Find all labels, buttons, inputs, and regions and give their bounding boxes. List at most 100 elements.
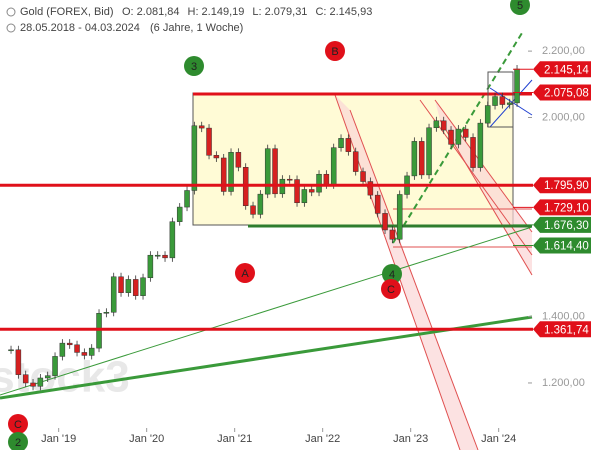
candle <box>257 193 264 215</box>
x-tick-label: Jan '20 <box>129 433 164 445</box>
ohlc-label: C: 2.145,93 <box>315 6 372 18</box>
x-tick-label: Jan '24 <box>481 433 516 445</box>
candle <box>484 105 491 124</box>
candle <box>15 349 22 375</box>
marker-label: 3 <box>191 61 197 73</box>
candle <box>110 276 117 313</box>
box <box>487 71 514 128</box>
period: (6 Jahre, 1 Woche) <box>150 22 243 34</box>
candle <box>250 205 256 215</box>
marker-label: 2 <box>15 437 21 449</box>
marker <box>325 41 345 61</box>
y-tick-label: 1.200,00 <box>542 377 585 389</box>
candle <box>22 374 29 384</box>
candle <box>367 181 374 196</box>
candle <box>140 277 146 296</box>
candle <box>411 141 418 177</box>
candle <box>52 356 58 376</box>
level-label: 1.614,40 <box>544 240 589 252</box>
candle <box>360 171 366 182</box>
candle <box>169 221 176 259</box>
y-tick-label: 1.400,00 <box>542 310 585 322</box>
candle <box>44 375 51 379</box>
candle <box>213 155 220 159</box>
candle <box>132 279 139 296</box>
level-tag <box>533 199 591 216</box>
icon <box>6 23 16 33</box>
date-range: 28.05.2018 - 04.03.2024 <box>20 22 140 34</box>
candle <box>162 254 168 259</box>
level-label: 1.795,90 <box>544 180 589 192</box>
candle <box>206 127 212 156</box>
marker <box>381 279 401 299</box>
level-label: 1.676,30 <box>544 220 589 232</box>
marker-label: B <box>331 46 338 58</box>
marker-label: 4 <box>389 269 395 281</box>
level-tag <box>533 216 591 233</box>
marker-label: 5 <box>517 0 523 12</box>
marker <box>8 414 28 434</box>
candle <box>286 178 293 181</box>
level-tag <box>533 237 591 254</box>
candle <box>184 190 190 208</box>
candle <box>220 157 227 192</box>
trend-line <box>0 226 533 396</box>
candle <box>440 120 447 131</box>
candle <box>470 137 476 168</box>
candle <box>316 173 322 193</box>
y-tick-label: 2.000,00 <box>542 111 585 123</box>
candle <box>125 279 132 293</box>
candle <box>37 377 44 387</box>
candle <box>272 148 278 195</box>
candle <box>308 189 315 193</box>
candle <box>389 229 396 240</box>
marker-label: C <box>14 419 22 431</box>
candle <box>492 96 498 106</box>
marker <box>235 263 255 283</box>
x-tick-label: Jan '21 <box>217 433 252 445</box>
candle <box>176 206 183 222</box>
candle <box>506 102 513 105</box>
candle <box>8 349 14 352</box>
candle <box>323 173 330 186</box>
candle <box>235 152 242 168</box>
x-tick-label: Jan '22 <box>305 433 340 445</box>
marker <box>8 432 28 450</box>
candle <box>81 352 88 356</box>
candle <box>74 344 80 353</box>
candle <box>462 128 469 138</box>
title: Gold (FOREX, Bid) <box>20 6 114 18</box>
candle <box>374 194 381 214</box>
level-label: 2.145,14 <box>544 64 589 76</box>
ohlc-label: L: 2.079,31 <box>252 6 307 18</box>
candle <box>345 138 352 152</box>
candle <box>330 147 337 186</box>
candle <box>30 382 36 387</box>
level-tag <box>533 84 591 101</box>
candle <box>198 125 205 129</box>
candle <box>147 254 154 279</box>
level-label: 2.075,08 <box>544 88 589 100</box>
ohlc-label: H: 2.149,19 <box>188 6 245 18</box>
candle <box>294 179 300 204</box>
candle <box>455 128 462 145</box>
candle <box>301 189 308 204</box>
level-label: 1.361,74 <box>544 324 589 336</box>
candle <box>396 194 403 240</box>
candle <box>228 152 234 192</box>
level-tag <box>533 61 591 78</box>
x-tick-label: Jan '23 <box>393 433 428 445</box>
candle <box>426 127 432 176</box>
candle <box>514 68 520 104</box>
candle <box>264 148 271 195</box>
candle <box>499 96 506 105</box>
candle <box>477 122 484 168</box>
candle <box>59 342 66 357</box>
candle <box>66 342 73 346</box>
candle <box>154 254 161 257</box>
icon <box>6 7 16 17</box>
marker <box>184 56 204 76</box>
candle <box>103 312 110 314</box>
candle <box>448 129 454 145</box>
